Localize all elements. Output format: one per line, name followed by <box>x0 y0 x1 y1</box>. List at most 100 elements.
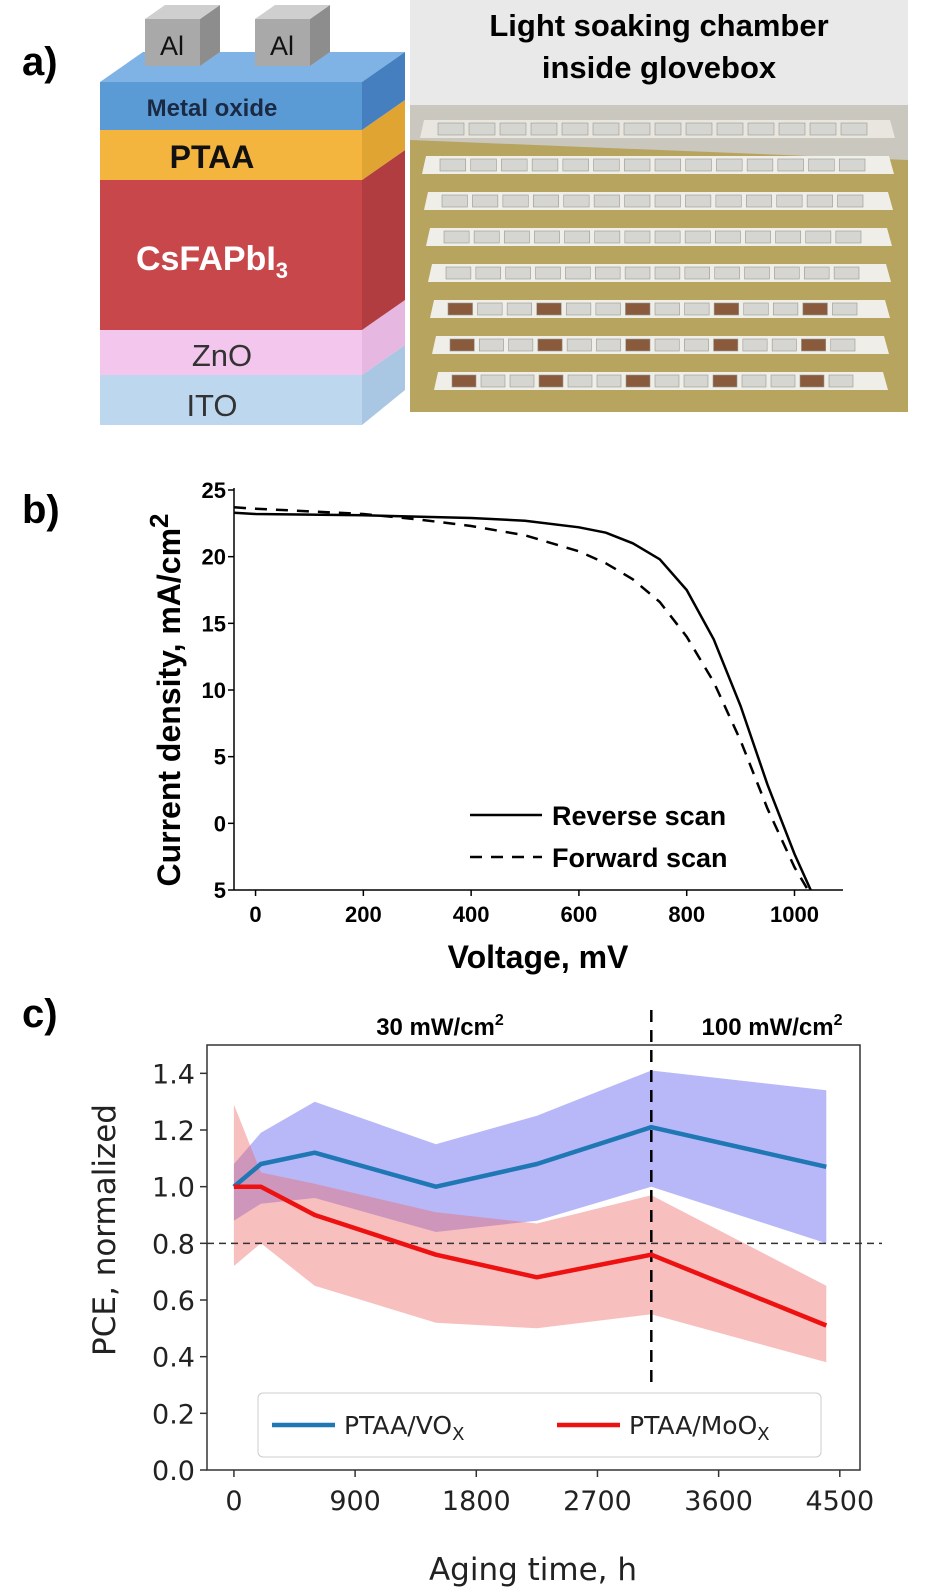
metal-oxide-side <box>362 52 405 130</box>
substrate-cell <box>654 230 681 244</box>
c-x-tick-label: 3600 <box>684 1486 753 1517</box>
substrate-cell <box>480 374 506 388</box>
substrate-cell <box>501 158 528 172</box>
c-x-ticks: 0 900 1800 2700 3600 4500 <box>225 1470 874 1517</box>
substrate-cell <box>745 230 771 244</box>
ito-layer <box>100 375 362 425</box>
substrate-cell <box>499 122 527 136</box>
panel-label-c: c) <box>22 992 58 1036</box>
ptaa-label: PTAA <box>170 139 255 175</box>
substrate-cell <box>743 302 769 316</box>
c-annotation-30mw: 30 mW/cm2 <box>376 1012 504 1041</box>
substrate-cell <box>564 230 591 244</box>
metal-oxide-label: Metal oxide <box>147 95 278 122</box>
substrate-cell <box>714 266 740 280</box>
substrate-cell <box>439 158 467 172</box>
c-legend-box <box>257 1392 822 1458</box>
b-y-tick-label: 10 <box>202 678 226 703</box>
c-x-tick-label: 900 <box>329 1486 381 1517</box>
substrate-cell <box>745 194 773 208</box>
substrate-cell <box>596 338 622 352</box>
zno-layer <box>100 330 362 375</box>
b-series <box>233 506 812 891</box>
substrate-cell <box>777 158 804 172</box>
b-x-tick-label: 400 <box>453 902 490 927</box>
device-stack: Al Al Metal oxide PTAA CsFAPbI3 ZnO ITO <box>100 5 405 425</box>
b-y-tick-label: 20 <box>202 545 226 570</box>
c-x-tick-label: 2700 <box>563 1486 632 1517</box>
c-error-bands <box>233 1070 827 1363</box>
c-y-tick-label: 0.4 <box>152 1343 195 1374</box>
substrate-cell <box>684 230 711 244</box>
c-legend: PTAA/VOX PTAA/MoOX <box>257 1392 822 1458</box>
substrate-cell <box>502 194 529 208</box>
substrate-cell <box>828 374 854 388</box>
b-x-tick-label: 800 <box>668 902 705 927</box>
substrate-cell <box>685 194 712 208</box>
substrate-cell <box>684 266 711 280</box>
substrate-cell <box>478 338 504 352</box>
substrate-cell <box>470 158 497 172</box>
substrate-cell <box>593 194 620 208</box>
substrate-cell <box>685 158 712 172</box>
substrate-cell <box>443 230 470 244</box>
substrate-cell <box>808 158 835 172</box>
c-legend-vox: PTAA/VOX <box>344 1411 464 1445</box>
substrate-cell <box>593 158 620 172</box>
perovskite-layer-side <box>362 150 405 330</box>
substrate-cell <box>809 122 837 136</box>
ptaa-layer-side <box>362 100 405 180</box>
b-legend: Reverse scan Forward scan <box>470 801 728 873</box>
al-label-1: Al <box>160 31 184 61</box>
substrate-cell <box>684 302 710 316</box>
c-series <box>232 1124 828 1328</box>
panel-label-a: a) <box>22 40 58 84</box>
b-x-ticks: 0 200 400 600 800 1000 <box>249 890 819 927</box>
substrate-cell <box>625 374 651 388</box>
substrate-cell <box>775 230 802 244</box>
substrate-cell <box>447 302 473 316</box>
c-y-tick-label: 0.8 <box>152 1229 195 1260</box>
c-y-tick-label: 0.2 <box>152 1399 195 1430</box>
substrate-cell <box>803 266 830 280</box>
zno-layer-side <box>362 300 405 375</box>
substrate-cell <box>683 374 709 388</box>
al-electrode-2 <box>255 5 330 66</box>
substrate-cell <box>595 302 621 316</box>
substrate-cell <box>534 230 560 244</box>
substrate-cell <box>562 158 589 172</box>
b-x-axis-label: Voltage, mV <box>448 939 629 975</box>
c-y-axis-label: PCE, normalized <box>87 1104 123 1356</box>
substrate-cell <box>714 230 741 244</box>
substrate-cell <box>475 266 502 280</box>
substrate-cell <box>535 266 561 280</box>
substrate-cell <box>625 338 651 352</box>
b-y-tick-label: 0 <box>214 811 226 836</box>
substrate-cell <box>449 338 475 352</box>
substrate-cell <box>654 122 682 136</box>
perovskite-layer <box>100 180 362 330</box>
ptaa-layer <box>100 130 362 180</box>
substrate-cell <box>538 374 564 388</box>
substrate-cell <box>451 374 477 388</box>
substrate-cell <box>833 266 860 280</box>
substrate-cell <box>715 194 742 208</box>
c-reference-lines <box>207 1010 882 1390</box>
substrate-cell <box>530 122 558 136</box>
b-y-tick-label: 25 <box>202 478 226 503</box>
b-y-ticks: 5 0 5 10 15 20 25 <box>202 478 234 903</box>
substrate-cell <box>838 158 866 172</box>
c-moox-error-band <box>233 1104 827 1363</box>
substrate-cell <box>531 158 559 172</box>
photo-title-area <box>410 0 908 105</box>
substrate-cell <box>712 374 738 388</box>
substrate-cell <box>771 338 797 352</box>
substrate-cell <box>776 194 803 208</box>
substrate-cell <box>623 122 651 136</box>
substrate-cell <box>716 122 744 136</box>
b-reverse-scan-line <box>233 511 812 891</box>
b-forward-scan-line <box>233 506 810 891</box>
c-y-tick-label: 1.2 <box>152 1116 195 1147</box>
substrate-cell <box>437 122 465 136</box>
